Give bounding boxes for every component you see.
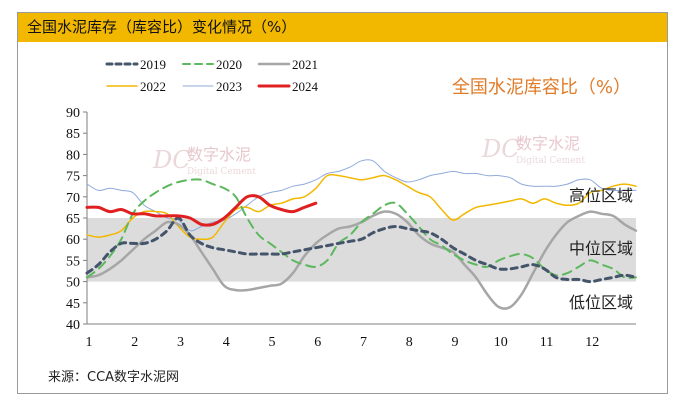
legend-label-2022: 2022 (140, 79, 166, 94)
x-tick-label: 3 (177, 335, 184, 350)
header-title: 全国水泥库存（库容比）变化情况（%） (18, 13, 667, 42)
watermark-text: 数字水泥 (516, 134, 580, 153)
y-tick-label: 40 (66, 318, 80, 333)
legend-label-2019: 2019 (140, 57, 166, 72)
y-tick-label: 75 (66, 170, 80, 185)
x-tick-label: 1 (86, 335, 93, 350)
x-tick-label: 5 (269, 335, 276, 350)
series-line-2023 (86, 159, 637, 232)
y-tick-label: 65 (66, 212, 80, 227)
y-tick-label: 60 (66, 233, 80, 248)
band-label: 低位区域 (569, 293, 633, 312)
legend-label-2020: 2020 (216, 57, 242, 72)
band-label: 中位区域 (569, 239, 633, 258)
chart-frame: 全国水泥库存（库容比）变化情况（%） (17, 12, 668, 394)
watermark-sub: Digital Cement (516, 156, 585, 166)
series-line-2019 (85, 216, 638, 284)
x-tick-label: 8 (406, 335, 413, 350)
y-tick-label: 45 (66, 297, 80, 312)
y-tick-label: 80 (66, 148, 80, 163)
y-tick-label: 90 (66, 106, 80, 121)
legend: 2019 2020 2021 2022 2023 2024 (105, 57, 319, 94)
x-tick-label: 7 (360, 335, 367, 350)
series-layer (85, 159, 638, 310)
watermark-logo: DC (152, 146, 191, 174)
watermark-logo: DC (481, 135, 520, 163)
x-tick-label: 11 (540, 335, 553, 350)
x-tick-label: 10 (494, 335, 508, 350)
series-line-2022 (86, 173, 637, 241)
x-tick-label: 6 (314, 335, 321, 350)
y-tick-label: 70 (66, 191, 80, 206)
source-note: 来源：CCA数字水泥网 (48, 370, 180, 385)
band-label: 高位区域 (569, 186, 633, 205)
watermark-sub: Digital Cement (187, 167, 256, 177)
legend-label-2021: 2021 (292, 57, 318, 72)
series-line-2024 (85, 194, 318, 227)
legend-label-2024: 2024 (292, 79, 319, 94)
y-tick-label: 50 (66, 276, 80, 291)
x-tick-label: 2 (131, 335, 138, 350)
chart-title: 全国水泥库容比（%） (452, 77, 631, 98)
watermark-text: 数字水泥 (187, 145, 251, 164)
x-tick-label: 9 (452, 335, 459, 350)
x-tick-label: 4 (223, 335, 230, 350)
y-tick-label: 55 (66, 254, 80, 269)
legend-label-2023: 2023 (216, 79, 242, 94)
x-tick-label: 12 (585, 335, 599, 350)
y-tick-label: 85 (66, 127, 80, 142)
